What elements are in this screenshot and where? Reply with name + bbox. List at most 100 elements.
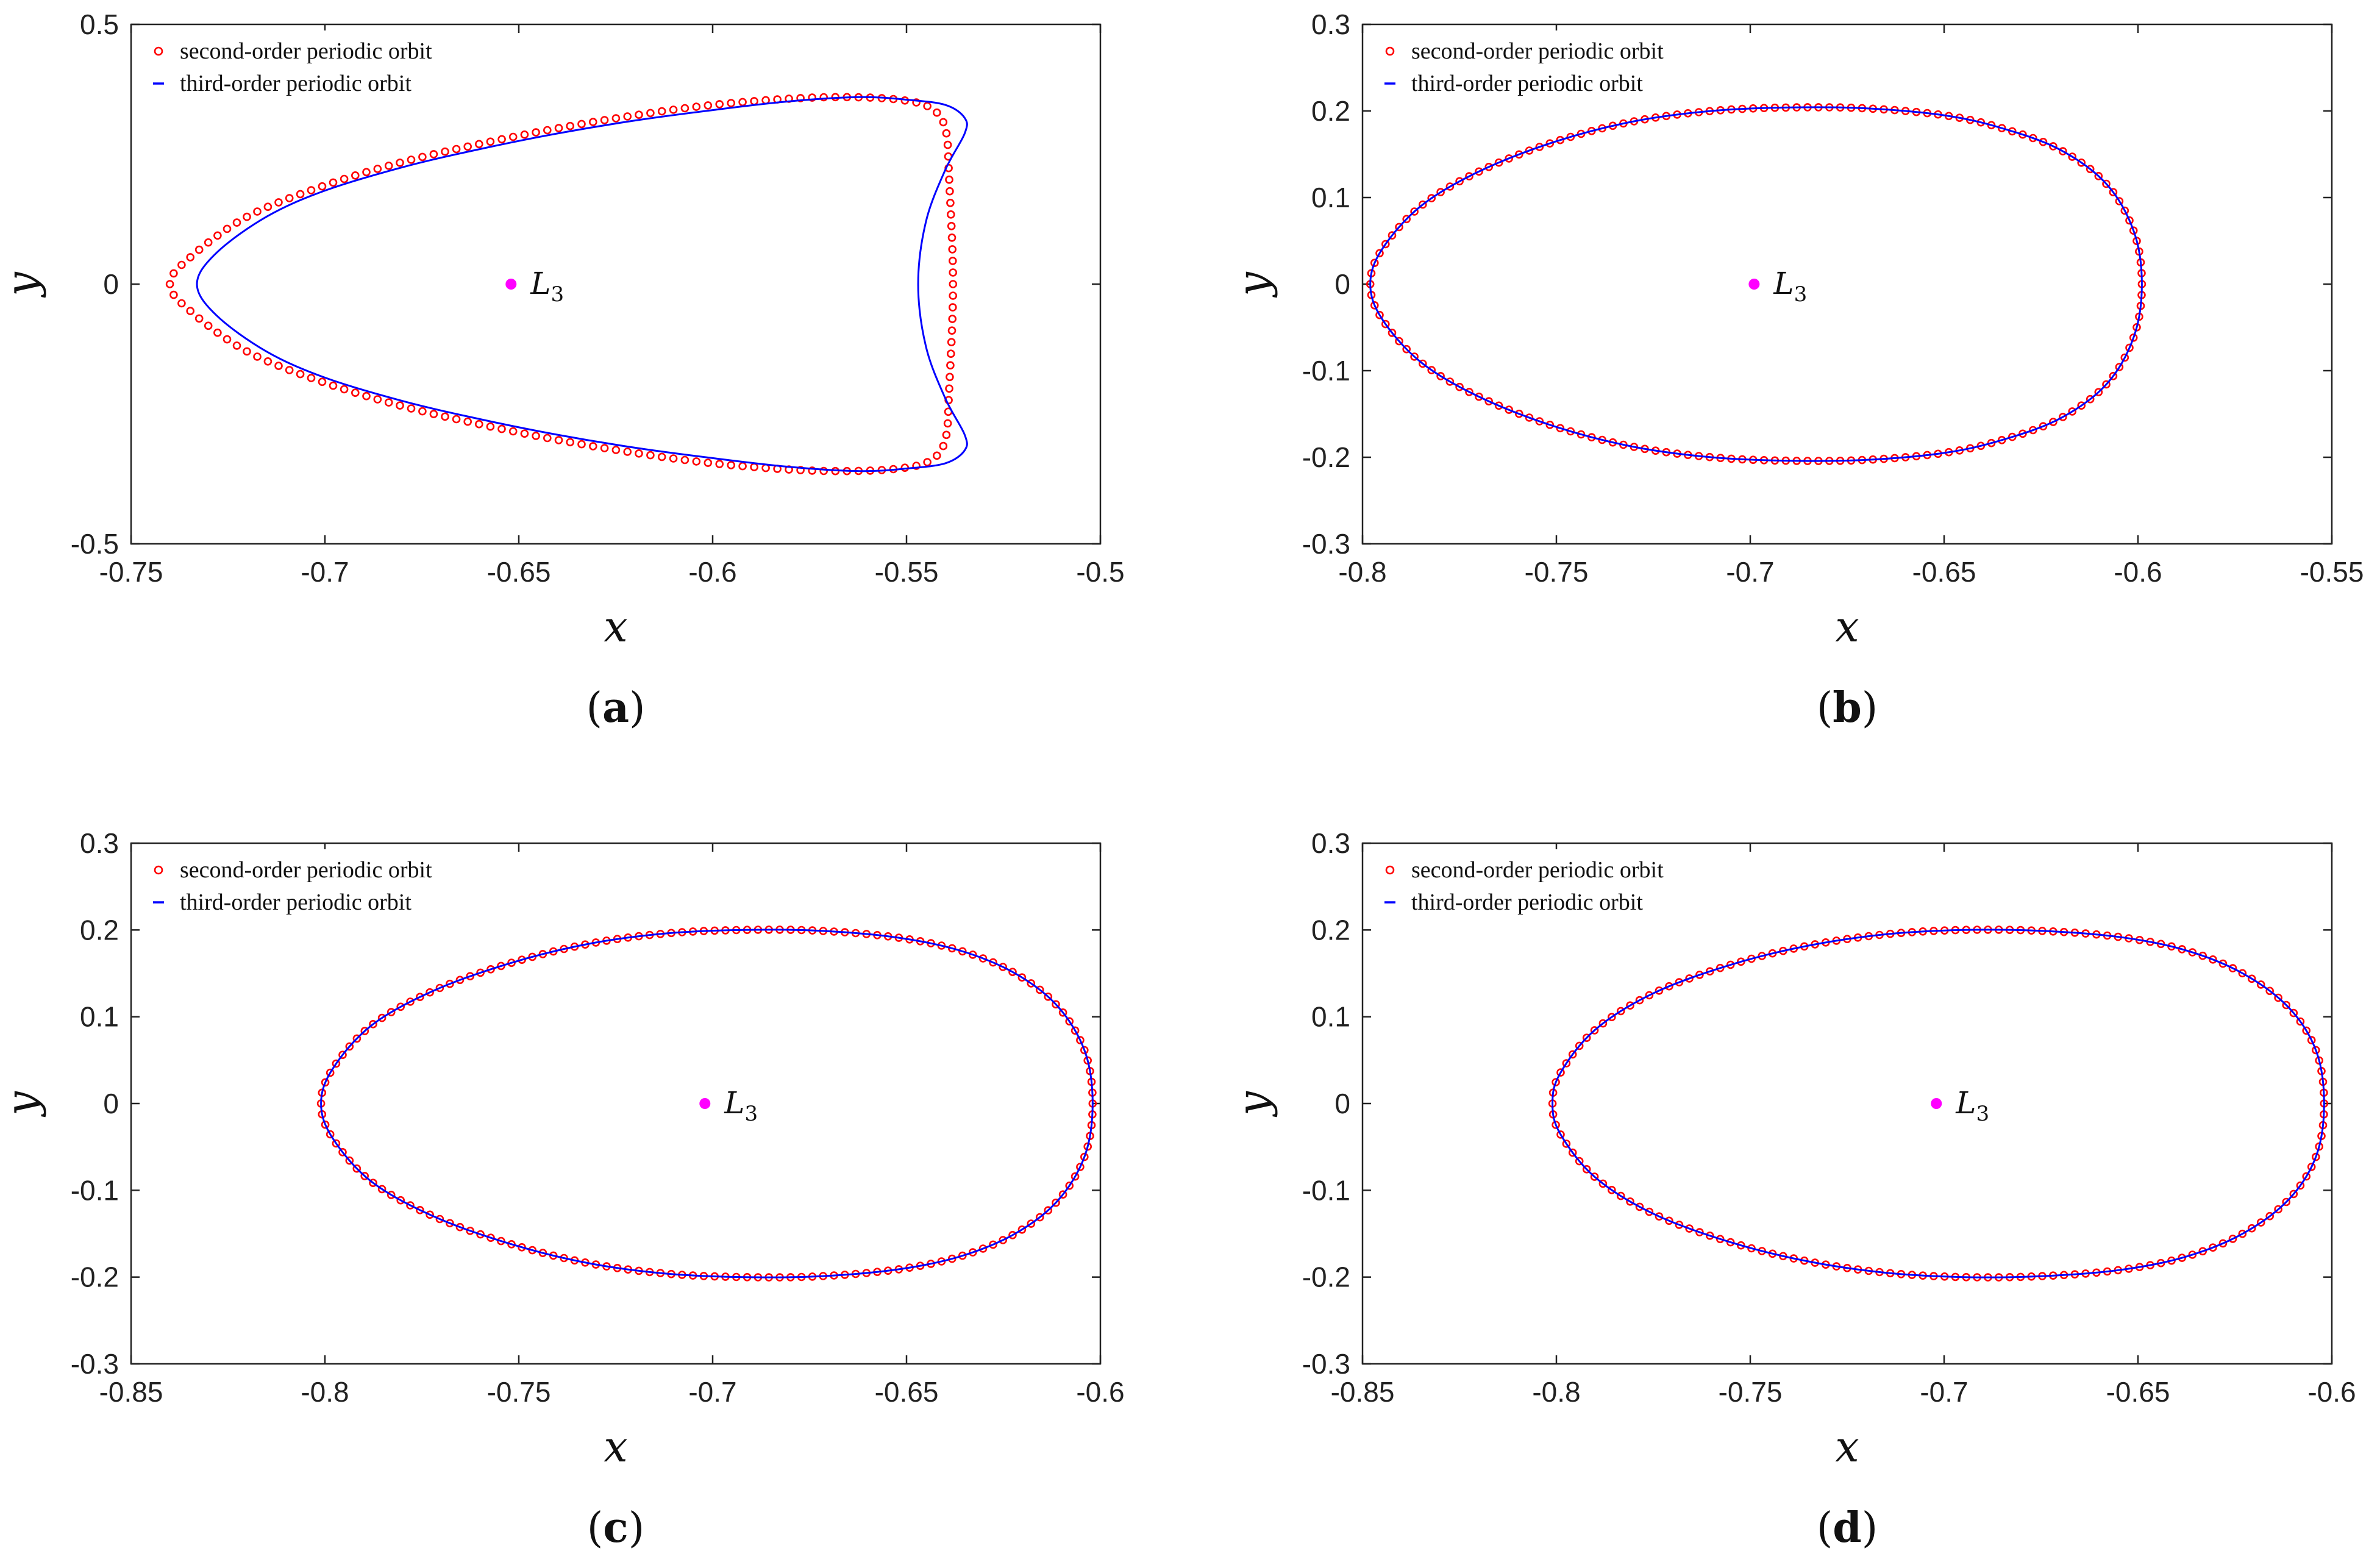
second-order-point bbox=[520, 429, 529, 438]
second-order-point bbox=[1080, 1046, 1089, 1055]
second-order-point bbox=[466, 1227, 475, 1235]
second-order-point bbox=[426, 988, 434, 997]
x-tick-label: -0.85 bbox=[99, 1376, 163, 1408]
x-tick-label: -0.6 bbox=[2114, 556, 2162, 588]
y-tick-label: 0 bbox=[103, 1088, 119, 1119]
second-order-point bbox=[1525, 413, 1534, 422]
second-order-point bbox=[1608, 1013, 1616, 1021]
second-order-point bbox=[1552, 1121, 1560, 1129]
second-order-point bbox=[912, 462, 921, 470]
second-order-point bbox=[1568, 1148, 1577, 1157]
legend-marker-second-order bbox=[154, 865, 163, 875]
x-tick-label: -0.55 bbox=[875, 556, 939, 588]
panel-a: -0.75 -0.7 -0.65 -0.6 -0.55 -0.5 -0.5 0 0.5 x y L3 s… bbox=[0, 9, 1125, 732]
x-tick-label: -0.55 bbox=[2300, 556, 2364, 588]
second-order-point bbox=[947, 221, 956, 230]
second-order-point bbox=[669, 105, 678, 114]
second-order-point bbox=[1645, 1207, 1654, 1216]
second-order-point bbox=[657, 452, 666, 462]
second-order-point bbox=[949, 257, 957, 265]
legend-label-third-order: third-order periodic orbit bbox=[180, 890, 412, 915]
second-order-point bbox=[2102, 179, 2111, 188]
second-order-point bbox=[497, 424, 506, 433]
x-tick-label: -0.85 bbox=[1331, 1376, 1395, 1408]
second-order-point bbox=[1475, 167, 1483, 176]
second-order-point bbox=[455, 975, 465, 985]
second-order-point bbox=[387, 1191, 396, 1199]
second-order-point bbox=[1545, 139, 1555, 148]
second-order-point bbox=[2274, 993, 2282, 1002]
second-order-point bbox=[1410, 352, 1419, 361]
second-order-point bbox=[2102, 380, 2111, 389]
second-order-point bbox=[1716, 963, 1725, 972]
y-tick-label: 0.5 bbox=[80, 9, 119, 40]
second-order-point bbox=[435, 1214, 444, 1224]
second-order-series bbox=[165, 93, 958, 476]
second-order-point bbox=[474, 419, 483, 429]
second-order-point bbox=[2218, 959, 2228, 968]
y-tick-label: 0.1 bbox=[80, 1001, 119, 1033]
second-order-point bbox=[600, 116, 609, 124]
second-order-point bbox=[1375, 249, 1384, 258]
x-tick-label: -0.65 bbox=[1912, 556, 1976, 588]
second-order-point bbox=[416, 1206, 424, 1214]
second-order-point bbox=[177, 299, 186, 308]
second-order-point bbox=[223, 335, 232, 344]
second-order-point bbox=[1465, 172, 1473, 180]
second-order-point bbox=[2059, 413, 2067, 421]
second-order-point bbox=[1395, 223, 1403, 232]
plot-frame bbox=[1361, 23, 2333, 545]
second-order-point bbox=[1370, 259, 1379, 268]
second-order-point bbox=[945, 175, 953, 184]
y-tick-label: -0.3 bbox=[71, 1348, 119, 1380]
second-order-point bbox=[169, 269, 178, 278]
plot-frame bbox=[130, 842, 1102, 1365]
second-order-point bbox=[507, 958, 516, 967]
x-tick-label: -0.7 bbox=[1920, 1376, 1968, 1408]
second-order-point bbox=[307, 186, 316, 194]
second-order-point bbox=[466, 972, 475, 980]
second-order-point bbox=[1608, 1186, 1616, 1194]
legend-label-third-order: third-order periodic orbit bbox=[1411, 890, 1643, 915]
second-order-point bbox=[2109, 188, 2118, 197]
second-order-point bbox=[947, 349, 955, 358]
second-order-point bbox=[738, 462, 747, 471]
second-order-point bbox=[1616, 1007, 1625, 1016]
x-tick-label: -0.5 bbox=[1076, 556, 1124, 588]
x-tick-label: -0.75 bbox=[1719, 1376, 1783, 1408]
second-order-point bbox=[345, 1042, 354, 1051]
second-order-point bbox=[204, 238, 213, 247]
second-order-point bbox=[912, 98, 921, 107]
second-order-point bbox=[948, 315, 957, 323]
second-order-point bbox=[939, 441, 948, 451]
y-tick-label: 0.3 bbox=[1311, 827, 1350, 859]
second-order-point bbox=[1402, 215, 1411, 224]
second-order-point bbox=[2247, 1224, 2256, 1233]
legend-label-second-order: second-order periodic orbit bbox=[180, 38, 432, 64]
second-order-point bbox=[1598, 1179, 1608, 1188]
second-order-point bbox=[1065, 1017, 1074, 1025]
second-order-point bbox=[635, 449, 643, 458]
second-order-point bbox=[452, 415, 461, 424]
l3-label: L3 bbox=[530, 266, 564, 307]
second-order-point bbox=[692, 102, 701, 111]
second-order-point bbox=[332, 1059, 341, 1068]
second-order-point bbox=[2029, 426, 2037, 435]
second-order-point bbox=[715, 460, 724, 468]
second-order-point bbox=[2188, 1250, 2197, 1259]
second-order-point bbox=[2120, 206, 2129, 215]
legend-label-third-order: third-order periodic orbit bbox=[1411, 71, 1643, 96]
second-order-point bbox=[429, 150, 438, 159]
second-order-point bbox=[340, 174, 349, 184]
y-tick-label: -0.2 bbox=[1302, 441, 1350, 473]
second-order-point bbox=[321, 1078, 330, 1087]
second-order-point bbox=[2125, 343, 2134, 352]
panel-c: -0.85 -0.8 -0.75 -0.7 -0.65 -0.6 -0.3 -0.2 -0.1 0… bbox=[0, 827, 1125, 1552]
legend-box bbox=[1370, 849, 1736, 918]
second-order-point bbox=[446, 1219, 454, 1228]
second-order-point bbox=[1505, 154, 1513, 163]
x-tick-label: -0.7 bbox=[301, 556, 349, 588]
second-order-point bbox=[396, 401, 404, 410]
second-order-point bbox=[1071, 1026, 1080, 1035]
